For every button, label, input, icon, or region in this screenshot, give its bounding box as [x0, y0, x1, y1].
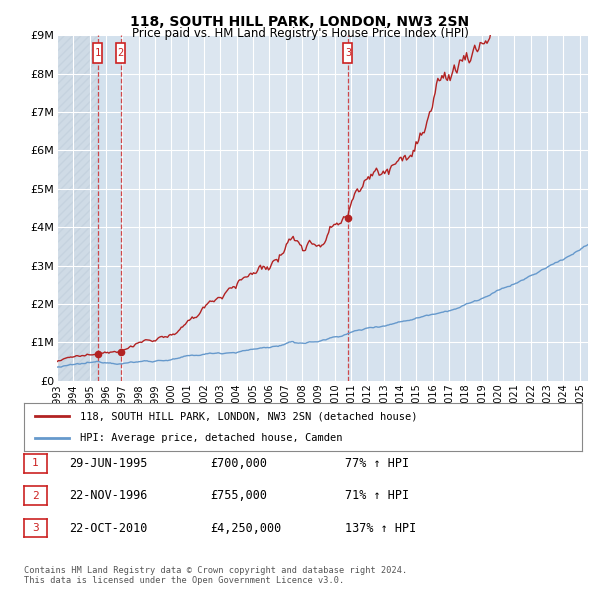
Text: 77% ↑ HPI: 77% ↑ HPI [345, 457, 409, 470]
Text: 1: 1 [95, 48, 101, 58]
Text: 118, SOUTH HILL PARK, LONDON, NW3 2SN: 118, SOUTH HILL PARK, LONDON, NW3 2SN [130, 15, 470, 29]
Bar [348, 35, 588, 381]
Text: 3: 3 [32, 523, 39, 533]
Text: 137% ↑ HPI: 137% ↑ HPI [345, 522, 416, 535]
Text: 1: 1 [32, 458, 39, 468]
Text: 22-NOV-1996: 22-NOV-1996 [69, 489, 148, 502]
Text: 118, SOUTH HILL PARK, LONDON, NW3 2SN (detached house): 118, SOUTH HILL PARK, LONDON, NW3 2SN (d… [80, 411, 418, 421]
Bar [98, 35, 121, 381]
Text: £700,000: £700,000 [210, 457, 267, 470]
Text: 71% ↑ HPI: 71% ↑ HPI [345, 489, 409, 502]
Text: Contains HM Land Registry data © Crown copyright and database right 2024.
This d: Contains HM Land Registry data © Crown c… [24, 566, 407, 585]
Text: 29-JUN-1995: 29-JUN-1995 [69, 457, 148, 470]
Text: 2: 2 [32, 491, 39, 500]
Text: 3: 3 [345, 48, 351, 58]
Bar [57, 35, 98, 381]
FancyBboxPatch shape [93, 42, 102, 63]
Text: 2: 2 [118, 48, 124, 58]
Text: Price paid vs. HM Land Registry's House Price Index (HPI): Price paid vs. HM Land Registry's House … [131, 27, 469, 40]
FancyBboxPatch shape [116, 42, 125, 63]
Text: £755,000: £755,000 [210, 489, 267, 502]
Text: £4,250,000: £4,250,000 [210, 522, 281, 535]
Text: 22-OCT-2010: 22-OCT-2010 [69, 522, 148, 535]
Text: HPI: Average price, detached house, Camden: HPI: Average price, detached house, Camd… [80, 433, 342, 443]
FancyBboxPatch shape [343, 42, 352, 63]
